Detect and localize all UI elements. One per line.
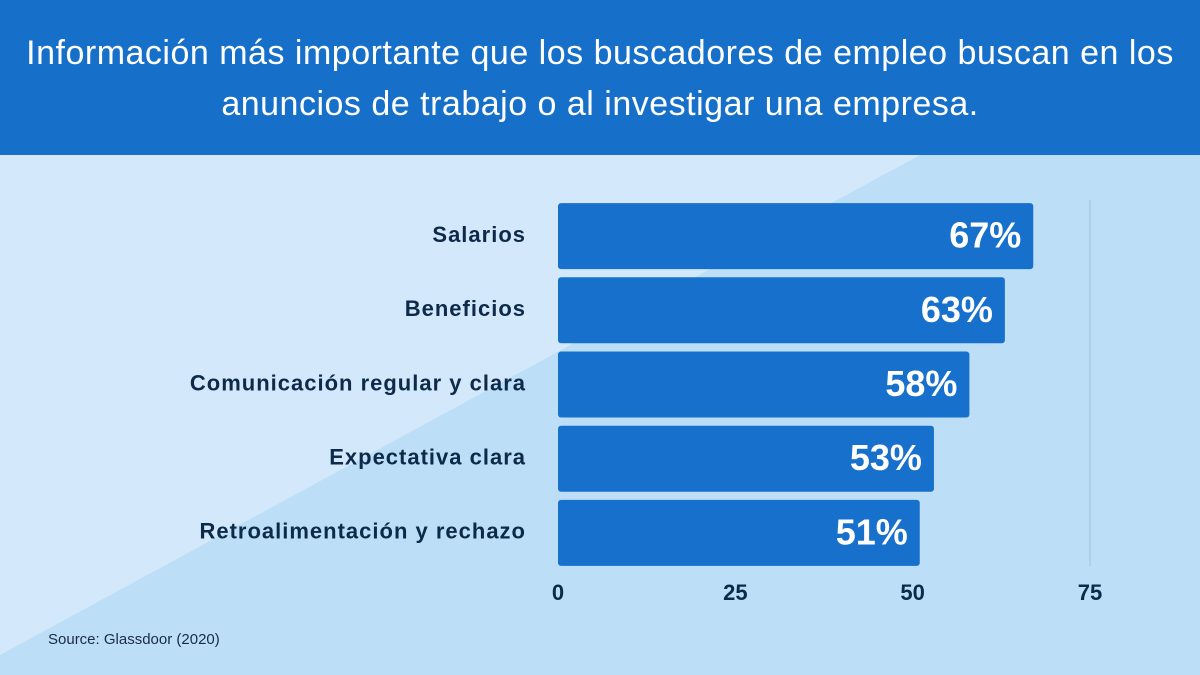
y-tick-label: Comunicación regular y clara	[190, 370, 526, 395]
value-label: 63%	[921, 289, 993, 330]
x-tick-label: 50	[900, 580, 924, 605]
y-tick-label: Retroalimentación y rechazo	[199, 519, 526, 544]
y-tick-label: Salarios	[432, 222, 526, 247]
x-tick-label: 0	[552, 580, 564, 605]
bar	[558, 277, 1005, 344]
value-label: 53%	[850, 437, 922, 478]
y-tick-label: Beneficios	[405, 296, 526, 321]
value-label: 58%	[885, 363, 957, 404]
bar	[558, 203, 1034, 270]
x-tick-label: 75	[1078, 580, 1102, 605]
source: Source: Glassdoor (2020)	[48, 631, 220, 648]
bar	[558, 499, 920, 566]
bar	[558, 425, 934, 492]
bar	[558, 351, 970, 418]
value-label: 51%	[836, 511, 908, 552]
value-label: 67%	[949, 215, 1021, 256]
x-tick-label: 25	[723, 580, 747, 605]
chart-title: Información más importante que los busca…	[0, 0, 1200, 155]
y-tick-label: Expectativa clara	[329, 445, 526, 470]
